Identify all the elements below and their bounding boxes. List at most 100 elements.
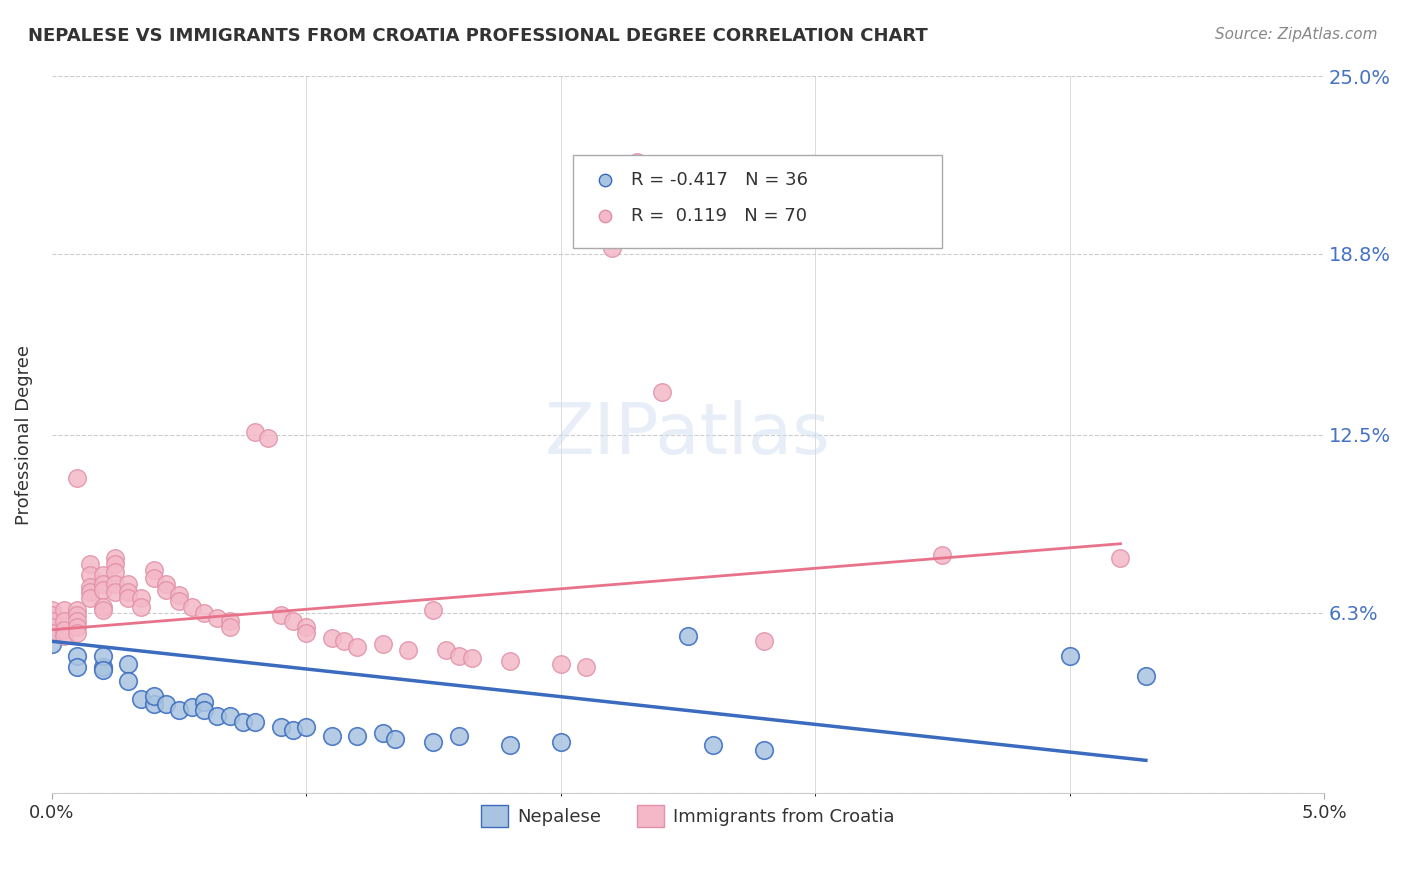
Point: [117, 585, 139, 599]
Y-axis label: Professional Degree: Professional Degree: [15, 344, 32, 524]
Point: [91, 660, 114, 674]
Point: [283, 723, 305, 738]
Legend: Nepalese, Immigrants from Croatia: Nepalese, Immigrants from Croatia: [474, 798, 903, 835]
Point: [142, 689, 165, 703]
FancyBboxPatch shape: [574, 155, 942, 248]
Point: [91, 663, 114, 677]
Point: [1059, 648, 1081, 663]
Point: [66, 471, 89, 485]
Point: [104, 557, 127, 571]
Point: [53, 628, 76, 642]
Point: [550, 657, 572, 672]
Point: [295, 625, 318, 640]
Point: [218, 620, 240, 634]
Point: [66, 625, 89, 640]
Point: [142, 563, 165, 577]
Point: [651, 384, 673, 399]
Point: [167, 588, 190, 602]
Point: [79, 580, 101, 594]
Point: [104, 551, 127, 566]
Point: [396, 643, 419, 657]
Point: [155, 577, 177, 591]
Text: R = -0.417   N = 36: R = -0.417 N = 36: [631, 171, 807, 189]
Point: [41, 620, 63, 634]
Point: [66, 620, 89, 634]
Point: [41, 603, 63, 617]
Point: [460, 651, 482, 665]
Point: [180, 599, 202, 614]
Point: [434, 643, 457, 657]
Point: [91, 568, 114, 582]
Point: [499, 654, 522, 668]
Text: R =  0.119   N = 70: R = 0.119 N = 70: [631, 207, 807, 225]
Point: [104, 585, 127, 599]
Text: Source: ZipAtlas.com: Source: ZipAtlas.com: [1215, 27, 1378, 42]
Point: [193, 606, 215, 620]
Point: [575, 660, 598, 674]
Point: [346, 729, 368, 743]
Point: [245, 425, 267, 439]
Point: [79, 591, 101, 606]
Point: [257, 431, 280, 445]
Point: [117, 657, 139, 672]
Point: [193, 703, 215, 717]
Point: [41, 625, 63, 640]
Point: [333, 634, 356, 648]
Point: [66, 648, 89, 663]
Point: [447, 729, 470, 743]
Point: [117, 591, 139, 606]
Point: [499, 738, 522, 752]
Point: [270, 720, 292, 734]
Point: [142, 698, 165, 712]
Point: [321, 632, 343, 646]
Point: [702, 738, 724, 752]
Point: [155, 698, 177, 712]
Point: [422, 735, 444, 749]
Point: [1109, 551, 1132, 566]
Point: [104, 577, 127, 591]
Point: [205, 611, 228, 625]
Point: [180, 700, 202, 714]
Point: [1135, 669, 1157, 683]
Point: [931, 548, 953, 562]
Point: [295, 720, 318, 734]
Point: [245, 714, 267, 729]
Point: [79, 557, 101, 571]
Point: [232, 714, 254, 729]
Point: [550, 735, 572, 749]
Point: [66, 614, 89, 628]
Point: [129, 591, 152, 606]
Text: ZIPatlas: ZIPatlas: [546, 401, 831, 469]
Point: [218, 709, 240, 723]
Point: [66, 660, 89, 674]
Point: [91, 648, 114, 663]
Point: [53, 623, 76, 637]
Point: [129, 691, 152, 706]
Point: [283, 614, 305, 628]
Point: [754, 634, 776, 648]
Point: [79, 585, 101, 599]
Point: [626, 155, 648, 169]
Point: [91, 582, 114, 597]
Point: [142, 571, 165, 585]
Point: [447, 648, 470, 663]
Point: [422, 603, 444, 617]
Point: [676, 628, 699, 642]
Point: [384, 731, 406, 746]
Point: [53, 603, 76, 617]
Point: [193, 694, 215, 708]
Point: [104, 566, 127, 580]
Point: [346, 640, 368, 654]
Point: [41, 614, 63, 628]
Point: [205, 709, 228, 723]
Point: [41, 608, 63, 623]
Point: [91, 599, 114, 614]
Point: [218, 614, 240, 628]
Point: [600, 241, 623, 255]
Point: [371, 726, 394, 740]
Point: [53, 614, 76, 628]
Point: [321, 729, 343, 743]
Point: [129, 599, 152, 614]
Point: [167, 594, 190, 608]
Point: [754, 743, 776, 757]
